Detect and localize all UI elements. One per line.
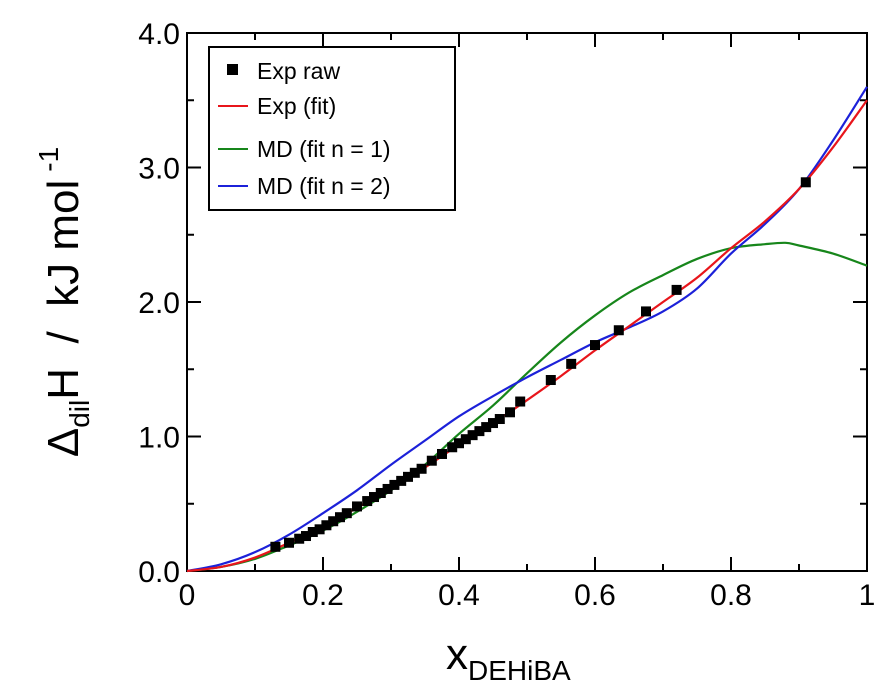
exp-raw-marker	[613, 325, 624, 336]
exp-raw-marker	[426, 455, 437, 466]
x-tick-label: 0.4	[438, 579, 480, 612]
x-tick-label: 0.6	[574, 579, 616, 612]
exp-raw-marker	[545, 375, 556, 386]
exp-raw-marker	[284, 537, 294, 548]
exp-raw-marker	[362, 496, 373, 507]
exp-raw-marker	[335, 512, 345, 523]
exp-raw-marker	[474, 426, 485, 437]
exp-raw-marker	[307, 526, 318, 537]
exp-raw-marker	[454, 438, 464, 449]
series-line-md-n1	[186, 241, 868, 573]
exp-raw-marker	[515, 396, 526, 407]
exp-raw-marker	[409, 467, 420, 478]
exp-raw-marker	[447, 442, 458, 453]
x-tick-label: 0.2	[302, 579, 344, 612]
exp-raw-marker	[467, 430, 478, 441]
exp-raw-marker	[375, 487, 386, 498]
y-axis-title-main: H / kJ mol	[39, 180, 88, 400]
exp-raw-marker	[321, 520, 332, 531]
legend-label-exp-fit: Exp (fit)	[257, 93, 336, 119]
exp-raw-marker	[671, 284, 682, 295]
y-tick-label: 4.0	[138, 18, 180, 51]
legend: Exp raw Exp (fit) MD (fit n = 1) MD (fit…	[208, 46, 456, 211]
legend-label-md-n1: MD (fit n = 1)	[257, 136, 391, 162]
x-axis-title-main: x	[446, 630, 468, 679]
y-tick-label: 1.0	[138, 422, 180, 455]
exp-raw-marker	[369, 492, 379, 503]
exp-raw-marker	[590, 340, 600, 351]
x-axis-title: xDEHiBA	[446, 630, 571, 684]
exp-raw-marker	[389, 479, 400, 490]
exp-raw-marker	[341, 508, 352, 519]
y-tick-label: 0.0	[138, 556, 180, 589]
marker-group	[270, 177, 811, 552]
exp-raw-marker	[505, 407, 515, 418]
legend-marker-exp-raw	[227, 64, 238, 75]
exp-raw-marker	[437, 448, 447, 459]
y-axis-title-sup: -1	[33, 147, 64, 172]
legend-label-md-n2: MD (fit n = 2)	[257, 173, 391, 199]
exp-raw-marker	[382, 483, 393, 494]
exp-raw-marker	[314, 524, 325, 535]
exp-raw-marker	[481, 422, 492, 433]
x-axis-title-sub: DEHiBA	[468, 655, 571, 684]
x-tick-label: 0	[179, 579, 196, 612]
exp-raw-marker	[416, 463, 427, 474]
tick-group: 0 0.2 0.4 0.6 0.8 1 0.0 1.0 2.0 3.0 4.0	[138, 18, 875, 612]
exp-raw-marker	[403, 471, 413, 482]
exp-raw-marker	[294, 533, 305, 544]
exp-raw-marker	[566, 358, 577, 369]
exp-raw-marker	[460, 434, 471, 445]
x-tick-label: 1	[859, 579, 876, 612]
exp-raw-marker	[301, 531, 311, 542]
exp-raw-marker	[494, 414, 505, 425]
legend-box	[208, 46, 456, 211]
series-line-md-n2	[186, 86, 868, 573]
y-tick-label: 2.0	[138, 287, 180, 320]
exp-raw-marker	[270, 541, 281, 552]
y-tick-label: 3.0	[138, 153, 180, 186]
exp-raw-marker	[396, 475, 407, 486]
exp-raw-marker	[352, 501, 362, 512]
exp-raw-marker	[328, 516, 339, 527]
exp-raw-marker	[800, 177, 811, 188]
y-axis-title-group: ΔdilH / kJ mol -1	[33, 147, 95, 457]
exp-raw-marker	[641, 306, 651, 317]
x-tick-label: 0.8	[710, 579, 752, 612]
y-axis-title-sub: dil	[64, 400, 95, 428]
exp-raw-marker	[488, 418, 498, 429]
y-axis-title: ΔdilH / kJ mol -1	[33, 147, 95, 457]
legend-label-exp-raw: Exp raw	[257, 58, 340, 84]
y-axis-title-delta: Δ	[39, 428, 88, 457]
